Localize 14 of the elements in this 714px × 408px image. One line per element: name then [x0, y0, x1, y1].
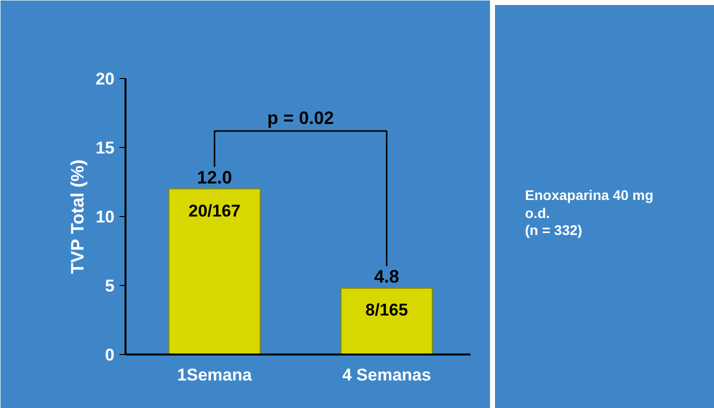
data-label: 4.8	[374, 266, 400, 287]
x-tick-label: 1Semana	[177, 366, 252, 384]
x-tick-label: 4 Semanas	[342, 366, 432, 384]
data-label: 12.0	[196, 167, 232, 188]
y-axis-title: TVP Total (%)	[68, 159, 88, 274]
y-tick-label: 10	[96, 208, 115, 226]
y-tick-label: 0	[105, 346, 115, 364]
y-tick-label: 15	[96, 138, 115, 158]
y-tick-label: 5	[105, 276, 115, 296]
annotation: 20/167	[188, 201, 241, 220]
y-tick-label: 20	[96, 70, 115, 88]
text: Enoxaparina 40 mg o.d. (n = 332)	[525, 187, 654, 240]
annotation: 8/165	[365, 300, 408, 320]
annotation: p = 0.02	[267, 108, 334, 128]
